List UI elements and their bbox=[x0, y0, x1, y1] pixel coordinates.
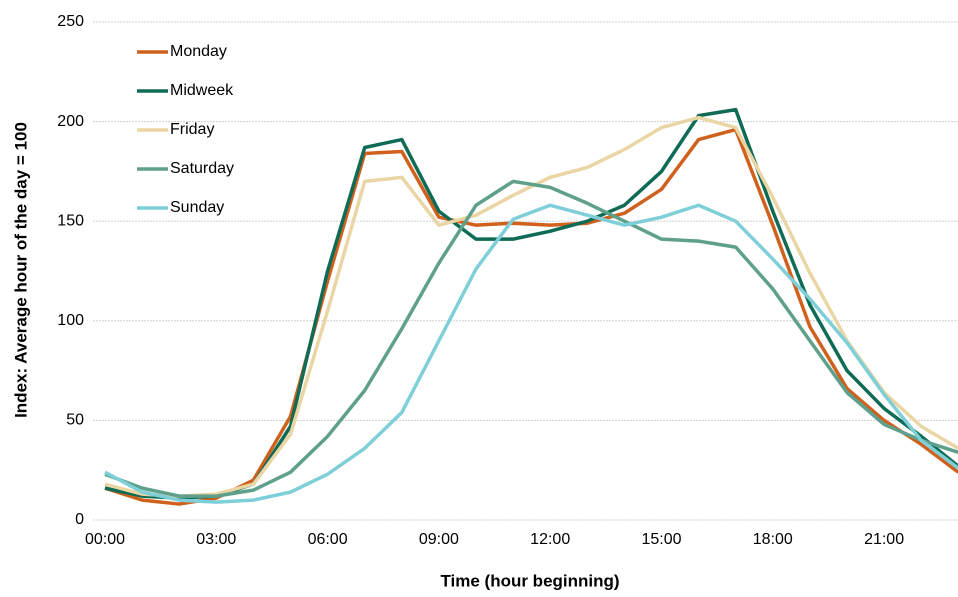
x-tick-label: 06:00 bbox=[308, 531, 348, 548]
x-tick-label: 15:00 bbox=[641, 531, 681, 548]
x-tick-label: 09:00 bbox=[419, 531, 459, 548]
data-line bbox=[104, 203, 958, 504]
y-tick-label: 100 bbox=[57, 312, 84, 329]
legend-label: Friday bbox=[170, 121, 214, 138]
legend-label: Sunday bbox=[170, 199, 224, 216]
x-tick-label: 03:00 bbox=[196, 531, 236, 548]
x-tick-label: 12:00 bbox=[530, 531, 570, 548]
y-tick-label: 200 bbox=[57, 113, 84, 130]
y-tick-label: 250 bbox=[57, 13, 84, 30]
data-line bbox=[104, 179, 958, 498]
x-tick-label: 21:00 bbox=[864, 531, 904, 548]
x-tick-label: 18:00 bbox=[753, 531, 793, 548]
x-axis-title: Time (hour beginning) bbox=[440, 571, 619, 590]
data-line bbox=[104, 115, 958, 498]
legend-label: Saturday bbox=[170, 160, 234, 177]
y-tick-label: 50 bbox=[66, 412, 84, 429]
y-tick-label: 0 bbox=[75, 511, 84, 528]
legend-label: Monday bbox=[170, 43, 227, 60]
y-tick-label: 150 bbox=[57, 212, 84, 229]
y-axis-title: Index: Average hour of the day = 100 bbox=[11, 122, 30, 418]
data-line bbox=[104, 127, 958, 506]
legend-label: Midweek bbox=[170, 82, 234, 99]
x-tick-label: 00:00 bbox=[85, 531, 125, 548]
